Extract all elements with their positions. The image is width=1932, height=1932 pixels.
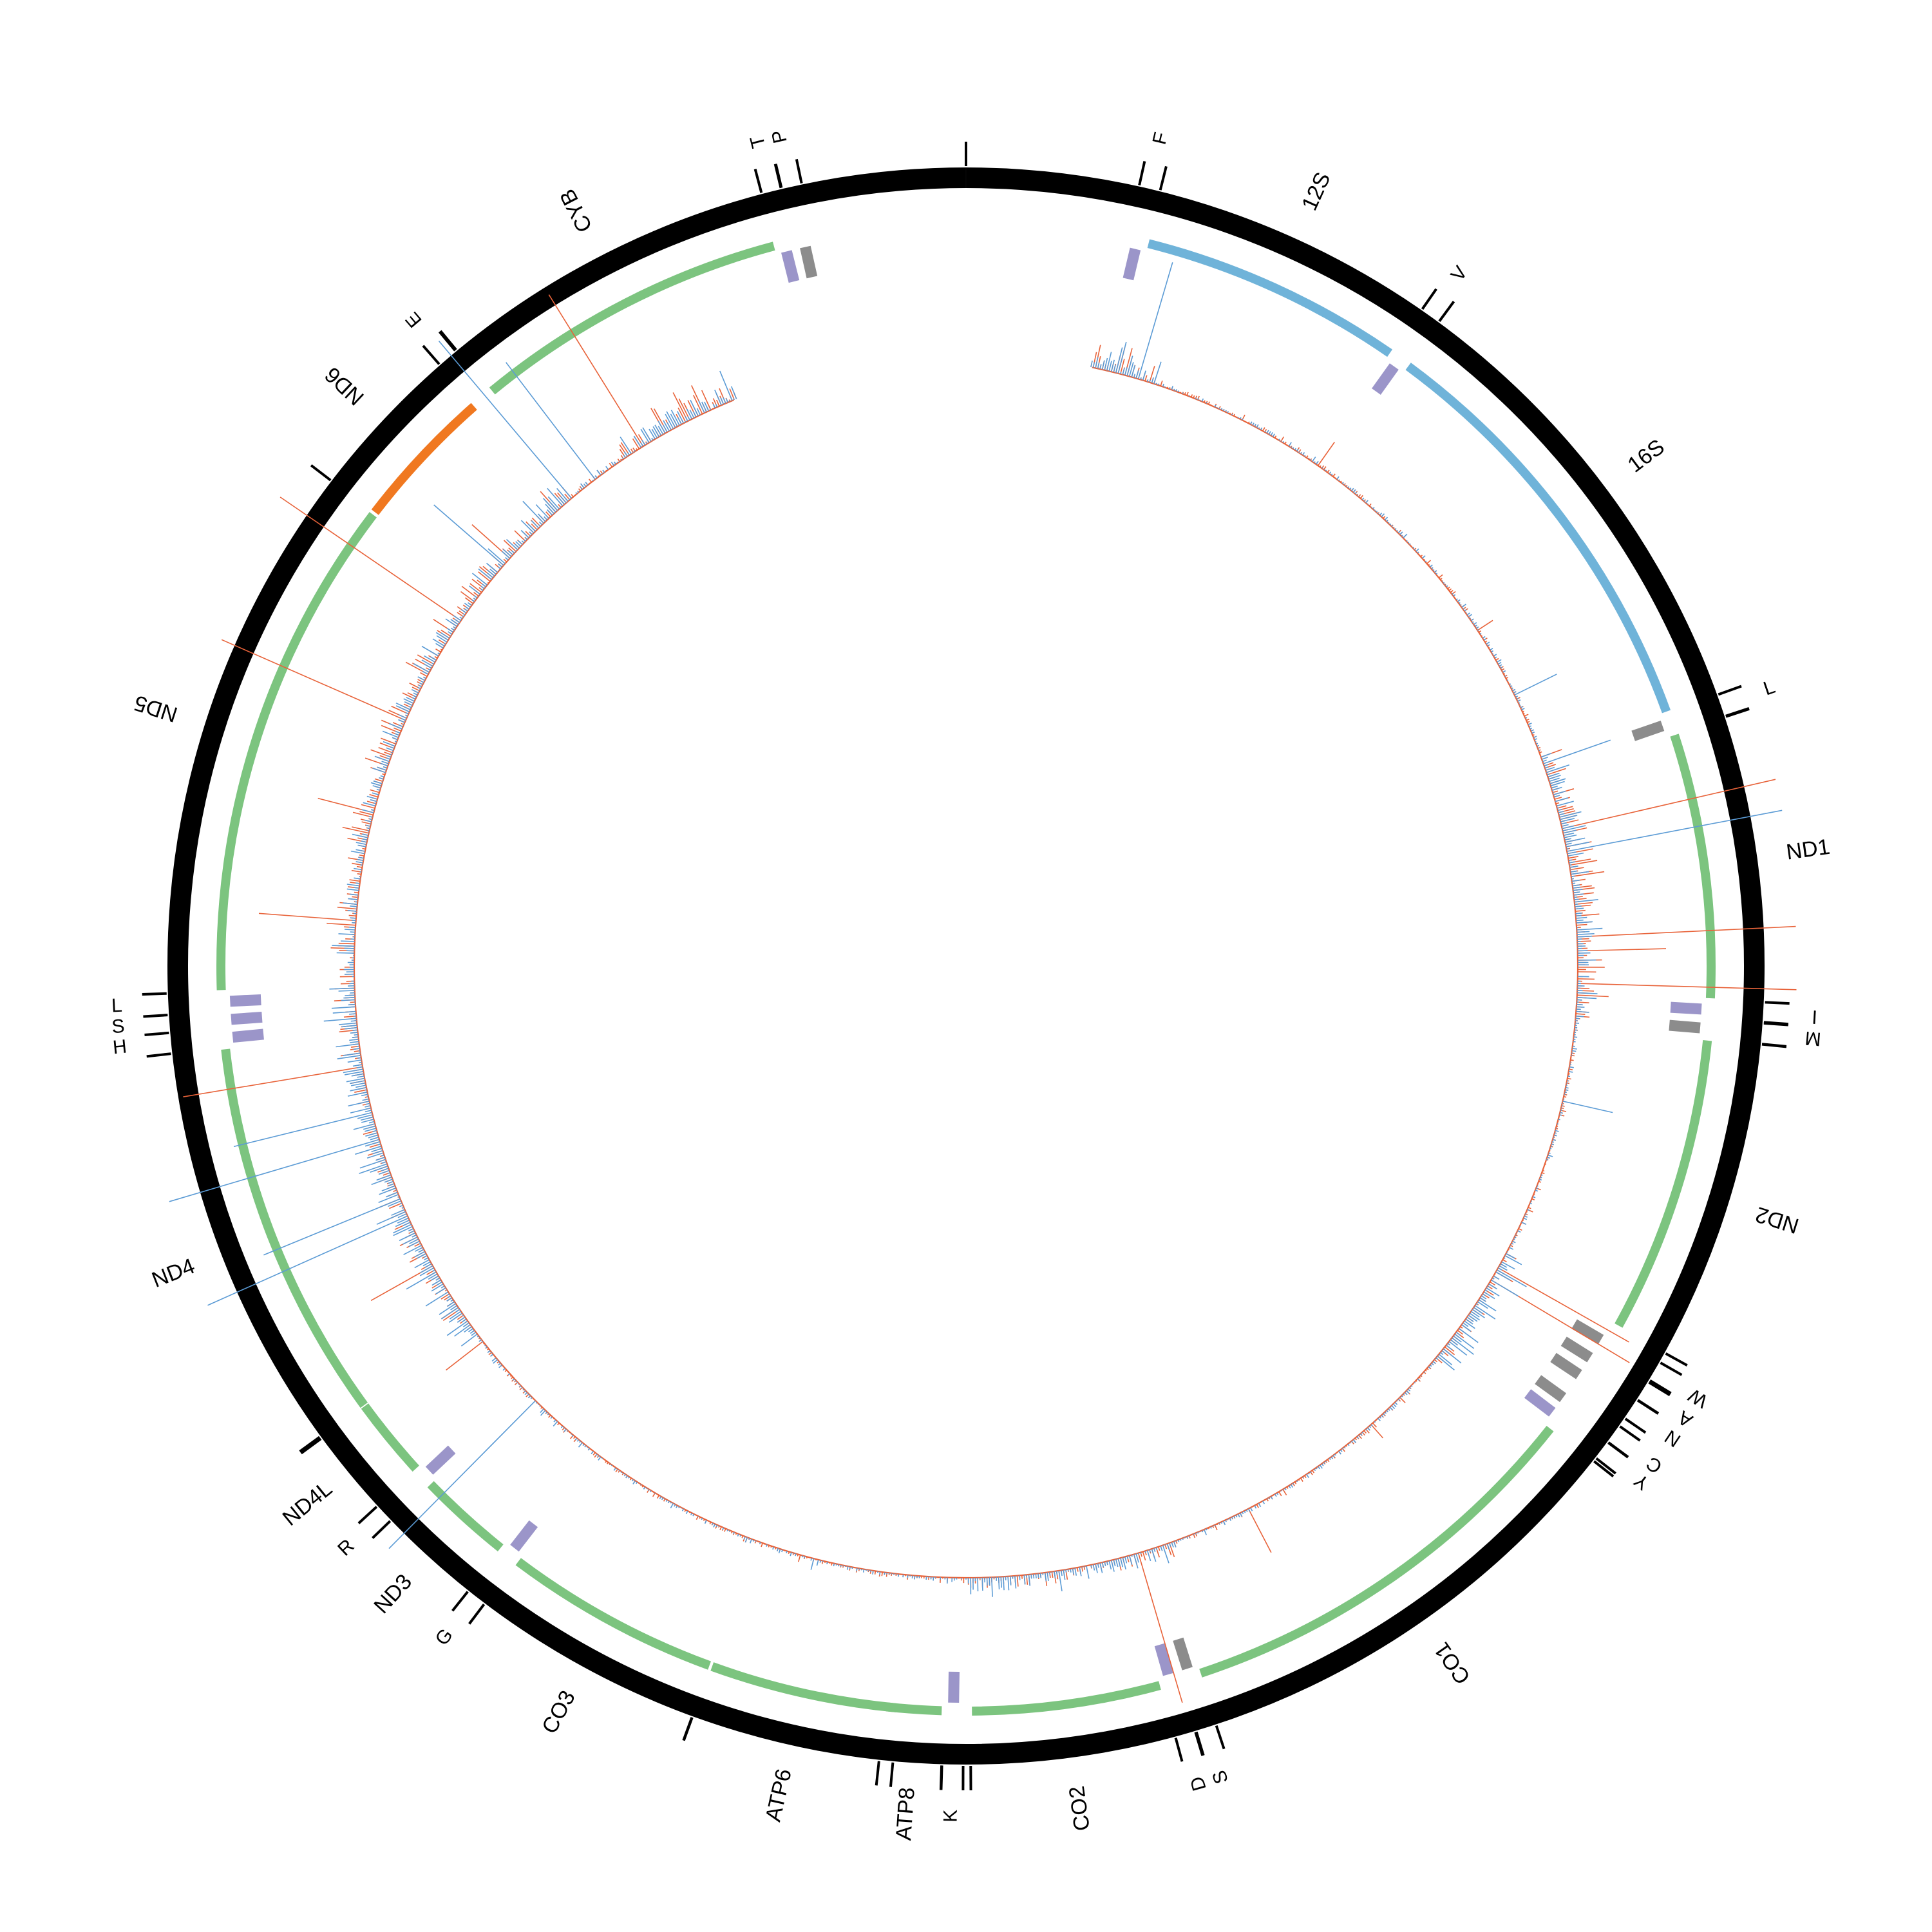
- svg-text:M: M: [1804, 1027, 1822, 1050]
- svg-text:L: L: [111, 995, 122, 1017]
- svg-text:S: S: [111, 1016, 125, 1037]
- svg-text:H: H: [112, 1036, 128, 1059]
- svg-text:ATP8: ATP8: [891, 1786, 920, 1841]
- svg-text:K: K: [940, 1809, 961, 1823]
